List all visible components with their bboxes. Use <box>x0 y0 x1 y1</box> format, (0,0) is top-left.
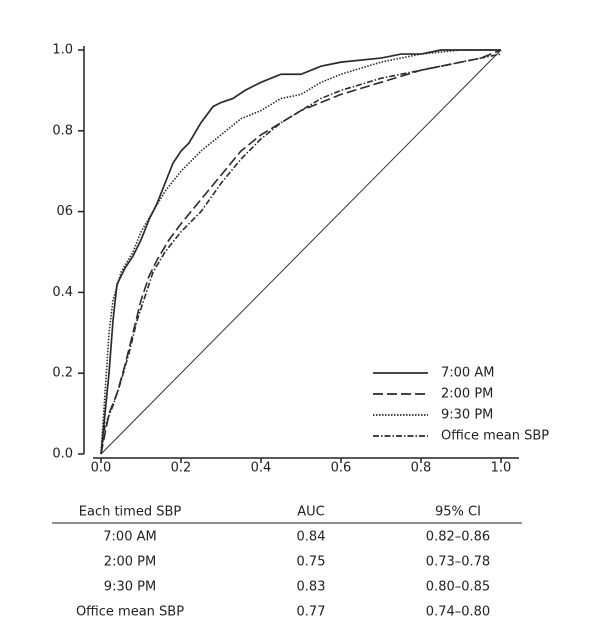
table-header: Each timed SBP <box>79 505 182 520</box>
y-tick-label: 0.2 <box>52 366 73 381</box>
legend-label: 7:00 AM <box>441 366 494 381</box>
reference-line <box>100 49 502 455</box>
legend-label: 9:30 PM <box>441 408 493 423</box>
roc-curve <box>100 49 502 455</box>
y-tick-label: 0.0 <box>52 447 73 462</box>
table-cell: 0.73–0.78 <box>426 555 490 570</box>
table-cell: 7:00 AM <box>103 530 156 545</box>
x-tick-label: 0.4 <box>251 461 272 476</box>
table-cell: 0.74–0.80 <box>426 605 490 620</box>
table-cell: 9:30 PM <box>104 580 156 595</box>
table-cell: 0.83 <box>297 580 326 595</box>
table-cell: 0.77 <box>297 605 326 620</box>
table-header: AUC <box>297 505 325 520</box>
y-tick-label: 0.8 <box>52 123 73 138</box>
y-tick-label: 0.4 <box>52 285 73 300</box>
table-cell: 0.82–0.86 <box>426 530 490 545</box>
table-cell: Office mean SBP <box>76 605 184 620</box>
legend-label: Office mean SBP <box>441 429 549 444</box>
roc-curve <box>100 53 502 455</box>
table-cell: 0.84 <box>297 530 326 545</box>
table-cell: 0.75 <box>297 555 326 570</box>
roc-curve <box>100 49 501 455</box>
x-tick-label: 0.0 <box>91 461 112 476</box>
x-tick-label: 0.8 <box>411 461 432 476</box>
table-cell: 0.80–0.85 <box>426 580 490 595</box>
y-tick-label: 1.0 <box>52 43 73 58</box>
y-tick-label: 06 <box>56 204 73 219</box>
table-cell: 2:00 PM <box>104 555 156 570</box>
x-tick-label: 0.6 <box>331 461 352 476</box>
legend-label: 2:00 PM <box>441 387 493 402</box>
x-tick-label: 1.0 <box>491 461 512 476</box>
table-header: 95% CI <box>435 505 481 520</box>
roc-curve <box>100 49 501 455</box>
x-tick-label: 0.2 <box>171 461 192 476</box>
